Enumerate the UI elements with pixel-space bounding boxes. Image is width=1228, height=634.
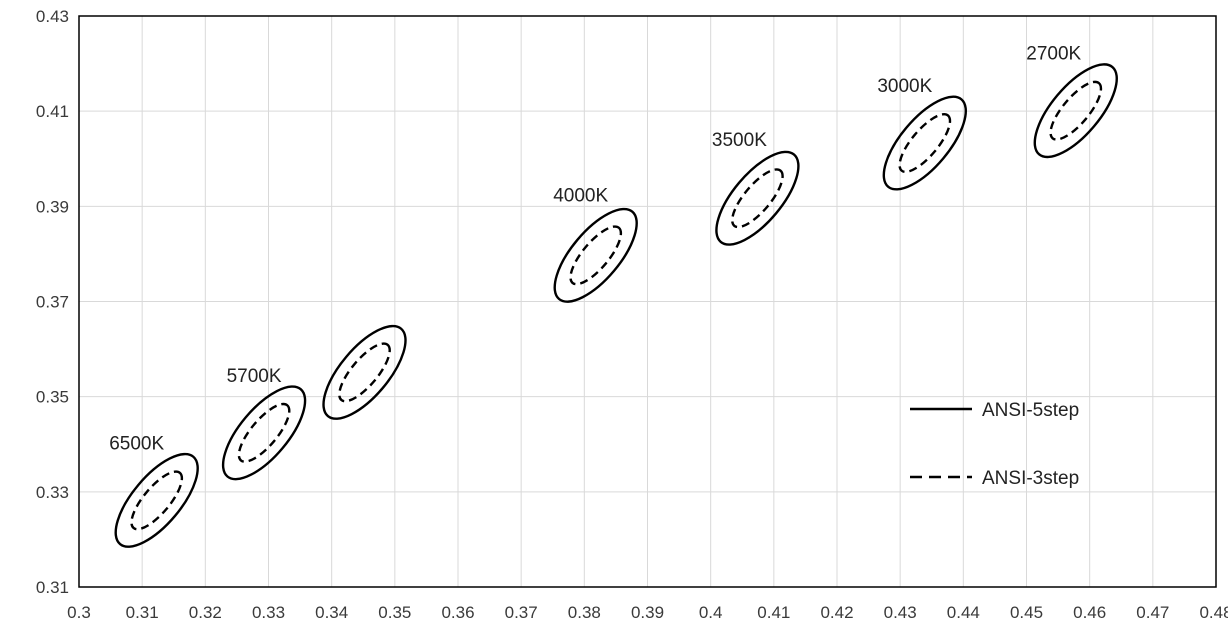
ellipse-3step	[338, 342, 391, 403]
x-tick-label: 0.41	[757, 603, 790, 622]
ellipse-label: 4000K	[553, 185, 608, 206]
ellipse-5step	[553, 207, 638, 303]
ellipse-label: 3500K	[712, 130, 767, 151]
x-tick-label: 0.33	[252, 603, 285, 622]
ellipse-5step	[715, 150, 800, 246]
x-tick-label: 0.37	[505, 603, 538, 622]
x-tick-label: 0.47	[1136, 603, 1169, 622]
y-tick-label: 0.35	[36, 388, 69, 407]
y-tick-label: 0.37	[36, 293, 69, 312]
ellipse-3step	[569, 225, 623, 286]
legend-label: ANSI-5step	[982, 400, 1079, 421]
x-tick-label: 0.46	[1073, 603, 1106, 622]
x-tick-label: 0.35	[378, 603, 411, 622]
plot-frame	[78, 15, 1217, 588]
y-tick-label: 0.39	[36, 197, 69, 216]
x-tick-label: 0.34	[315, 603, 348, 622]
ellipse-3step	[731, 168, 784, 229]
ellipse-label: 5700K	[227, 366, 282, 387]
y-tick-label: 0.41	[36, 102, 69, 121]
x-tick-label: 0.3	[67, 603, 91, 622]
x-tick-label: 0.36	[441, 603, 474, 622]
ellipse-3step	[898, 113, 952, 174]
x-tick-label: 0.39	[631, 603, 664, 622]
x-tick-label: 0.44	[947, 603, 980, 622]
x-tick-label: 0.42	[820, 603, 853, 622]
ellipse-5step	[1033, 63, 1118, 159]
ellipse-5step	[882, 95, 967, 191]
x-tick-label: 0.38	[568, 603, 601, 622]
y-tick-label: 0.43	[36, 7, 69, 26]
ellipse-5step	[114, 452, 199, 548]
x-tick-label: 0.48	[1199, 603, 1228, 622]
ellipse-label: 3000K	[877, 76, 932, 97]
legend-label: ANSI-3step	[982, 468, 1079, 489]
ellipse-3step	[1049, 80, 1103, 141]
ellipse-3step	[237, 402, 291, 463]
ellipse-label: 2700K	[1026, 44, 1081, 65]
y-tick-label: 0.33	[36, 483, 69, 502]
ellipse-5step	[322, 324, 407, 420]
x-tick-label: 0.31	[126, 603, 159, 622]
ellipse-label: 6500K	[109, 433, 164, 454]
x-tick-label: 0.43	[884, 603, 917, 622]
x-tick-label: 0.4	[699, 603, 723, 622]
x-tick-label: 0.45	[1010, 603, 1043, 622]
ellipse-3step	[130, 470, 184, 531]
y-tick-label: 0.31	[36, 578, 69, 597]
x-tick-label: 0.32	[189, 603, 222, 622]
ellipse-5step	[221, 385, 307, 481]
